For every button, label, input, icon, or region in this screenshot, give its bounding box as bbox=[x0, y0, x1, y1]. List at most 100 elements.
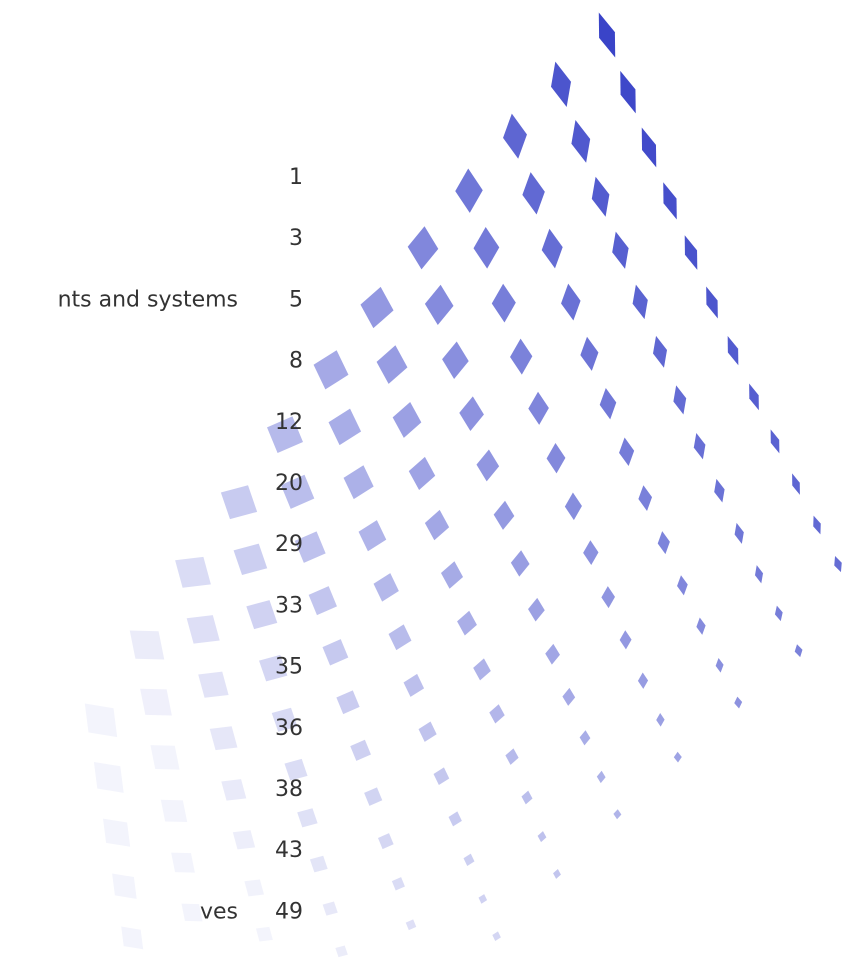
diamond bbox=[129, 630, 165, 660]
diamond bbox=[373, 573, 399, 602]
diamond bbox=[408, 456, 436, 490]
diamond bbox=[459, 396, 484, 432]
diamond bbox=[93, 761, 124, 793]
diamond bbox=[335, 945, 348, 958]
diamond bbox=[693, 433, 706, 460]
page-number: 33 bbox=[275, 593, 303, 618]
page-number: 35 bbox=[275, 655, 303, 680]
diamond bbox=[503, 113, 527, 159]
diamond bbox=[328, 408, 362, 446]
diamond bbox=[433, 767, 450, 786]
diamond bbox=[175, 556, 211, 588]
diamond bbox=[271, 707, 298, 732]
diamond bbox=[198, 671, 229, 698]
diamond bbox=[209, 726, 238, 751]
diamond bbox=[714, 478, 725, 503]
diamond bbox=[571, 120, 591, 163]
page-number: 20 bbox=[275, 471, 303, 496]
diamond bbox=[641, 127, 657, 168]
diamond bbox=[221, 779, 247, 801]
diamond bbox=[463, 853, 475, 866]
diamond bbox=[181, 903, 203, 922]
page-number: 12 bbox=[275, 410, 303, 435]
diamond bbox=[246, 600, 278, 630]
diamond bbox=[309, 855, 328, 873]
diamond bbox=[734, 696, 743, 709]
diamond bbox=[358, 520, 387, 552]
diamond bbox=[313, 350, 349, 390]
diamond bbox=[620, 70, 636, 114]
diamond bbox=[121, 926, 144, 950]
diamond bbox=[663, 182, 677, 220]
page-number: 49 bbox=[275, 899, 303, 924]
entry-title: nts and systems bbox=[58, 287, 238, 312]
page-number: 36 bbox=[275, 716, 303, 741]
page-number: 38 bbox=[275, 777, 303, 802]
diamond bbox=[103, 818, 131, 847]
diamond bbox=[364, 787, 383, 806]
diamond bbox=[388, 624, 412, 651]
diamond bbox=[255, 926, 273, 942]
diamond bbox=[284, 758, 308, 781]
diamond bbox=[440, 561, 464, 589]
diamond bbox=[619, 437, 635, 467]
diamond bbox=[244, 879, 265, 897]
diamond bbox=[749, 383, 759, 411]
diamond bbox=[473, 227, 500, 269]
diamond bbox=[652, 335, 668, 368]
diamond bbox=[546, 443, 566, 474]
diamond bbox=[684, 235, 698, 270]
diamond bbox=[562, 687, 576, 706]
diamond bbox=[541, 228, 563, 269]
diamond bbox=[407, 226, 439, 270]
diamond bbox=[834, 556, 842, 573]
diamond bbox=[813, 515, 821, 535]
diamond bbox=[424, 284, 454, 326]
diamond bbox=[267, 416, 303, 454]
diamond bbox=[601, 586, 616, 609]
diamond bbox=[442, 341, 469, 379]
page-number: 5 bbox=[289, 287, 303, 312]
diamond bbox=[220, 485, 258, 520]
diamond bbox=[308, 586, 337, 616]
page-number: 1 bbox=[289, 165, 303, 190]
diamond bbox=[418, 721, 437, 742]
diamond bbox=[510, 338, 533, 375]
diamond bbox=[656, 713, 665, 727]
diamond bbox=[232, 830, 256, 850]
diamond bbox=[376, 345, 408, 384]
diamond bbox=[580, 336, 599, 371]
diamond bbox=[591, 176, 610, 217]
diamond bbox=[774, 605, 783, 622]
diamond bbox=[677, 575, 688, 596]
diamond bbox=[510, 550, 530, 577]
diamond bbox=[392, 401, 422, 438]
diamond bbox=[478, 894, 488, 904]
entry-title: ves bbox=[200, 899, 238, 924]
diamond bbox=[657, 531, 670, 555]
diamond bbox=[259, 654, 288, 682]
diamond bbox=[528, 391, 549, 425]
diamond bbox=[673, 385, 687, 415]
diamond bbox=[598, 12, 616, 58]
diamond bbox=[794, 644, 803, 658]
diamond bbox=[489, 704, 505, 724]
diamond bbox=[140, 688, 172, 716]
diamond bbox=[476, 449, 500, 482]
diamond bbox=[583, 540, 599, 565]
diamond bbox=[792, 473, 800, 495]
diamond bbox=[448, 811, 462, 827]
page-number: 29 bbox=[275, 532, 303, 557]
diamond bbox=[754, 565, 764, 584]
diamond bbox=[336, 690, 360, 715]
diamond bbox=[521, 790, 533, 805]
diamond bbox=[297, 808, 318, 828]
diamond bbox=[579, 730, 591, 746]
diamond bbox=[673, 751, 682, 763]
diamond bbox=[596, 770, 606, 784]
diamond bbox=[599, 388, 617, 420]
diamond bbox=[322, 901, 338, 916]
